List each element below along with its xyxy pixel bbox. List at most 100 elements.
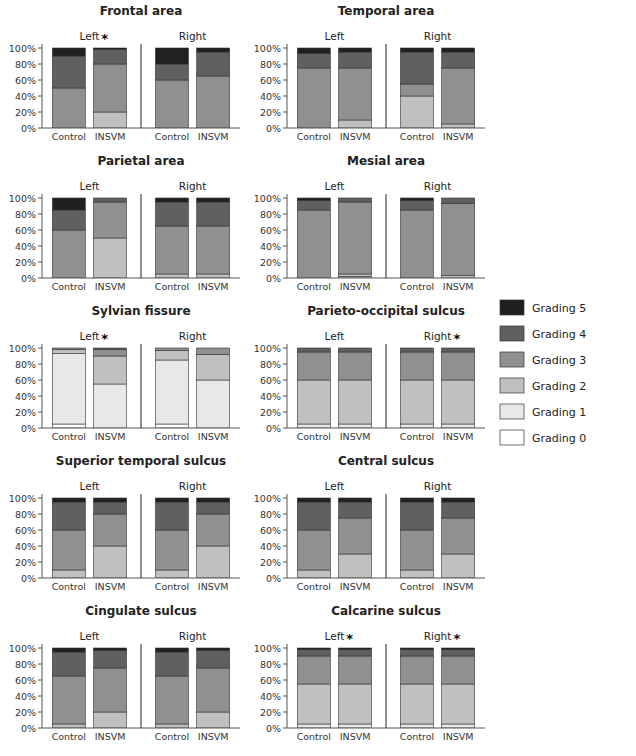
bar-segment (155, 348, 188, 349)
bar-segment (297, 648, 330, 650)
y-tick-label: 80% (15, 209, 36, 220)
y-tick-label: 0% (21, 723, 36, 734)
group-label: Right (424, 480, 452, 492)
y-tick-label: 40% (15, 91, 36, 102)
bar-segment (94, 546, 127, 578)
x-tick-label: Control (52, 281, 86, 292)
y-tick (283, 412, 287, 413)
bar-segment (94, 198, 127, 199)
x-tick-label: INSVM (340, 731, 371, 742)
bar-segment (94, 112, 127, 128)
bar-segment (400, 570, 433, 578)
y-tick-label: 40% (15, 241, 36, 252)
bar-segment (400, 684, 433, 724)
bar-segment (400, 200, 433, 210)
bar-segment (155, 226, 188, 274)
bar-segment (52, 502, 85, 530)
group-separator (386, 194, 387, 278)
y-tick-label: 60% (15, 525, 36, 536)
y-tick (38, 278, 42, 279)
bar-segment (197, 348, 230, 349)
y-tick (283, 728, 287, 729)
y-axis (287, 344, 288, 428)
x-tick-label: Control (297, 731, 331, 742)
group-label: Left (325, 480, 345, 492)
chart-title: Central sulcus (338, 454, 434, 468)
legend-swatch (500, 404, 524, 419)
bar-segment (339, 518, 372, 554)
y-tick-label: 100% (9, 643, 36, 654)
y-axis (287, 44, 288, 128)
bar-segment (442, 648, 475, 650)
panel: Calcarine sulcus0%20%40%60%80%100%Contro… (254, 604, 485, 742)
bar-segment (400, 648, 433, 650)
x-tick-label: INSVM (95, 431, 126, 442)
y-tick (38, 214, 42, 215)
bar-segment (442, 380, 475, 424)
bar-segment (155, 348, 188, 349)
group-separator (386, 344, 387, 428)
x-tick-label: Control (400, 131, 434, 142)
x-tick-label: Control (155, 431, 189, 442)
bar-segment (52, 570, 85, 578)
y-tick (38, 648, 42, 649)
bar-segment (197, 712, 230, 728)
y-tick (38, 728, 42, 729)
bar-segment (94, 64, 127, 112)
y-tick-label: 100% (9, 493, 36, 504)
bar-segment (94, 384, 127, 428)
y-tick (38, 562, 42, 563)
group-label: Left (80, 180, 100, 192)
x-tick-label: INSVM (340, 131, 371, 142)
bar-segment (400, 96, 433, 128)
bar-segment (94, 50, 127, 64)
group-separator (141, 644, 142, 728)
bar-segment (297, 348, 330, 352)
bar-segment (155, 202, 188, 226)
bar-segment (442, 424, 475, 428)
y-tick (283, 578, 287, 579)
bar-segment (339, 498, 372, 502)
y-tick-label: 80% (260, 59, 281, 70)
y-tick (38, 498, 42, 499)
bar-segment (94, 502, 127, 514)
y-tick (283, 546, 287, 547)
x-tick-label: INSVM (198, 731, 229, 742)
legend-swatch (500, 326, 524, 341)
y-tick-label: 0% (21, 573, 36, 584)
y-tick-label: 20% (15, 707, 36, 718)
bar-segment (442, 724, 475, 728)
legend-label: Grading 4 (532, 328, 586, 341)
y-tick-label: 60% (15, 225, 36, 236)
bar-segment (197, 668, 230, 712)
y-tick-label: 20% (260, 257, 281, 268)
bar-segment (400, 380, 433, 424)
y-tick (38, 530, 42, 531)
bar-segment (339, 198, 372, 199)
x-tick-label: Control (155, 581, 189, 592)
significance-star: * (101, 31, 108, 46)
y-tick (38, 364, 42, 365)
y-tick-label: 60% (260, 525, 281, 536)
bar-segment (197, 498, 230, 502)
bar-segment (197, 226, 230, 274)
y-tick-label: 0% (266, 273, 281, 284)
bar-segment (197, 546, 230, 578)
legend-swatch (500, 300, 524, 315)
y-tick-label: 0% (21, 273, 36, 284)
panel: Sylvian fissure0%20%40%60%80%100%Control… (9, 304, 240, 442)
bar-segment (94, 712, 127, 728)
y-tick (283, 230, 287, 231)
panel: Mesial area0%20%40%60%80%100%ControlINSV… (254, 154, 485, 292)
y-axis (42, 494, 43, 578)
bar-segment (400, 650, 433, 656)
bar-segment (400, 348, 433, 352)
y-tick (38, 546, 42, 547)
y-tick (38, 396, 42, 397)
bar-segment (297, 380, 330, 424)
bar-segment (400, 424, 433, 428)
y-tick (38, 246, 42, 247)
bar-segment (400, 502, 433, 530)
bar-segment (197, 348, 230, 349)
bar-segment (155, 648, 188, 652)
